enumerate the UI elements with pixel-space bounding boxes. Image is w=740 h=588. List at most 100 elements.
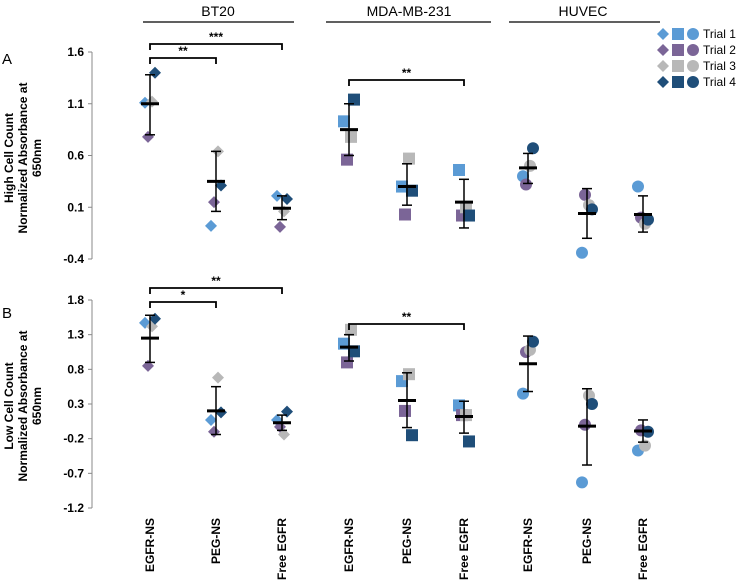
panel-b-y-ticks: 1.8 1.3 0.8 0.3 -0.2 -0.7 -1.2: [63, 293, 92, 515]
panel-b-y-tick-label: -1.2: [63, 501, 84, 515]
legend-trial-2-square-icon: [672, 44, 684, 56]
legend-trial-4-square-icon: [672, 76, 684, 88]
panel-b-significance-bt20-peg-ns-bracket: [149, 301, 217, 308]
x-tick-mda-mb-231-egfr-ns: EGFR-NS: [342, 518, 356, 572]
panel-b-bt20-peg-ns-point-trial-2: [208, 425, 220, 438]
panel-a-significance-bt20-free-egfr-label: ***: [209, 30, 223, 44]
legend-trial-3-label: Trial 3: [703, 59, 736, 73]
panel-a-significance-bt20-free-egfr-bracket: [149, 43, 283, 50]
panel-b-bt20-peg-ns-point-trial-1: [205, 413, 217, 426]
panel-a-letter: A: [2, 51, 12, 68]
panel-a-huvec-egfr-ns-point-trial-3: [524, 159, 536, 172]
panel-a-huvec-peg-ns-point-trial-2: [579, 188, 591, 201]
legend-trial-4-circle-icon: [687, 76, 699, 88]
legend-trial-4-diamond-icon: [657, 76, 669, 88]
panel-a-mda-mb-231-egfr-ns-point-trial-1: [338, 115, 350, 128]
panel-a-mda-mb-231-egfr-ns-point-trial-3: [345, 130, 357, 143]
panel-a-huvec-peg-ns-point-trial-1: [576, 246, 588, 259]
legend-trial-4-label: Trial 4: [703, 75, 736, 89]
x-tick-bt20-egfr-ns: EGFR-NS: [143, 518, 157, 572]
legend: Trial 1 Trial 2 Trial 3 Trial 4: [657, 27, 736, 89]
panel-b-mda-mb-231-peg-ns-point-trial-3: [403, 368, 415, 381]
legend-trial-3-square-icon: [672, 60, 684, 72]
legend-trial-3-diamond-icon: [657, 60, 669, 72]
panel-b: B Low Cell Count Normalized Absorbance a…: [2, 274, 654, 515]
panel-a-significance-bt20-peg-ns-label: **: [178, 44, 188, 58]
panel-a-bt20-free-egfr-point-trial-2: [274, 220, 286, 233]
panel-b-huvec-peg-ns-point-trial-1: [576, 476, 588, 489]
panel-a-mda-mb-231-free-egfr-point-trial-1: [453, 163, 465, 176]
panel-a-marks: *******: [139, 30, 654, 259]
legend-trial-1-square-icon: [672, 28, 684, 40]
panel-b-ylabel: Low Cell Count Normalized Absorbance at …: [2, 331, 44, 482]
panel-a-bt20-peg-ns-point-trial-1: [205, 219, 217, 232]
panel-b-y-tick-label: 0.3: [67, 397, 84, 411]
panel-a-huvec-free-egfr-point-trial-4: [642, 213, 654, 226]
legend-trial-2-diamond-icon: [657, 44, 669, 56]
panel-a-ylabel-line1: High Cell Count: [2, 113, 16, 203]
panel-a: A High Cell Count Normalized Absorbance …: [2, 30, 654, 266]
panel-b-ylabel-line2: Normalized Absorbance at: [16, 331, 30, 482]
panel-a-mda-mb-231-free-egfr-point-trial-4: [463, 209, 475, 222]
panel-b-significance-bt20-free-egfr-label: **: [211, 274, 221, 288]
panel-b-mda-mb-231-peg-ns-point-trial-4: [406, 429, 418, 442]
panel-a-ylabel-line3: 650nm: [30, 139, 44, 177]
x-tick-huvec-peg-ns: PEG-NS: [580, 518, 594, 564]
panel-b-y-tick-label: 0.8: [67, 362, 84, 376]
x-tick-huvec-egfr-ns: EGFR-NS: [521, 518, 535, 572]
legend-trial-1-label: Trial 1: [703, 27, 736, 41]
group-title-bt20: BT20: [201, 3, 235, 19]
panel-a-huvec-egfr-ns-point-trial-4: [527, 142, 539, 155]
group-headers: BT20 MDA-MB-231 HUVEC: [143, 3, 660, 23]
panel-a-significance-mda-mb-231-free-egfr-bracket: [348, 79, 465, 86]
panel-b-significance-bt20-peg-ns-label: *: [181, 288, 186, 302]
x-tick-bt20-free-egfr: Free EGFR: [275, 518, 289, 580]
panel-b-mda-mb-231-free-egfr-point-trial-4: [463, 435, 475, 448]
x-tick-labels: EGFR-NS PEG-NS Free EGFR EGFR-NS PEG-NS Free …: [143, 518, 650, 580]
panel-a-significance-bt20-peg-ns-bracket: [149, 57, 217, 64]
legend-trial-2-circle-icon: [687, 44, 699, 56]
panel-b-mda-mb-231-egfr-ns-point-trial-2: [341, 356, 353, 369]
x-tick-bt20-peg-ns: PEG-NS: [209, 518, 223, 564]
panel-a-y-tick-label: 1.6: [67, 45, 84, 59]
panel-a-huvec-free-egfr-point-trial-1: [632, 180, 644, 193]
panel-a-mda-mb-231-egfr-ns-point-trial-4: [348, 93, 360, 106]
panel-a-y-ticks: 1.6 1.1 0.6 0.1 -0.4: [63, 45, 92, 266]
panel-a-bt20-peg-ns-point-trial-2: [208, 196, 220, 209]
panel-a-y-tick-label: -0.4: [63, 252, 84, 266]
panel-b-ylabel-line1: Low Cell Count: [2, 362, 16, 449]
panel-a-significance-mda-mb-231-free-egfr-label: **: [402, 66, 412, 80]
panel-a-y-tick-label: 1.1: [67, 97, 84, 111]
panel-b-significance-bt20-free-egfr-bracket: [149, 287, 283, 294]
x-tick-mda-mb-231-free-egfr: Free EGFR: [457, 518, 471, 580]
panel-a-bt20-free-egfr-point-trial-4: [281, 192, 293, 205]
panel-a-bt20-egfr-ns-point-trial-4: [149, 66, 161, 79]
panel-b-marks: *****: [139, 274, 654, 489]
panel-b-huvec-egfr-ns-point-trial-1: [517, 387, 529, 400]
panel-a-ylabel: High Cell Count Normalized Absorbance at…: [2, 83, 44, 234]
panel-b-y-tick-label: -0.7: [63, 466, 84, 480]
x-tick-huvec-free-egfr: Free EGFR: [636, 518, 650, 580]
panel-b-y-tick-label: 1.3: [67, 328, 84, 342]
panel-a-y-tick-label: 0.1: [67, 200, 84, 214]
panel-a-mda-mb-231-peg-ns-point-trial-3: [403, 152, 415, 165]
legend-trial-1-diamond-icon: [657, 28, 669, 40]
panel-b-letter: B: [2, 305, 12, 322]
legend-trial-3-circle-icon: [687, 60, 699, 72]
panel-a-ylabel-line2: Normalized Absorbance at: [16, 83, 30, 234]
legend-trial-2-label: Trial 2: [703, 43, 736, 57]
panel-a-huvec-egfr-ns-point-trial-2: [520, 178, 532, 191]
panel-b-bt20-peg-ns-point-trial-3: [212, 371, 224, 384]
panel-b-y-tick-label: 1.8: [67, 293, 84, 307]
panel-a-bt20-egfr-ns-point-trial-2: [142, 130, 154, 143]
panel-b-significance-mda-mb-231-free-egfr-label: **: [402, 310, 412, 324]
panel-b-y-tick-label: -0.2: [63, 432, 84, 446]
panel-b-huvec-peg-ns-point-trial-4: [586, 398, 598, 410]
panel-a-mda-mb-231-egfr-ns-point-trial-2: [341, 153, 353, 166]
panel-b-mda-mb-231-egfr-ns-point-trial-3: [345, 323, 357, 336]
panel-b-mda-mb-231-free-egfr-point-trial-1: [453, 399, 465, 412]
group-title-huvec: HUVEC: [558, 3, 607, 19]
panel-b-mda-mb-231-peg-ns-point-trial-2: [399, 404, 411, 417]
group-title-mda: MDA-MB-231: [367, 3, 452, 19]
